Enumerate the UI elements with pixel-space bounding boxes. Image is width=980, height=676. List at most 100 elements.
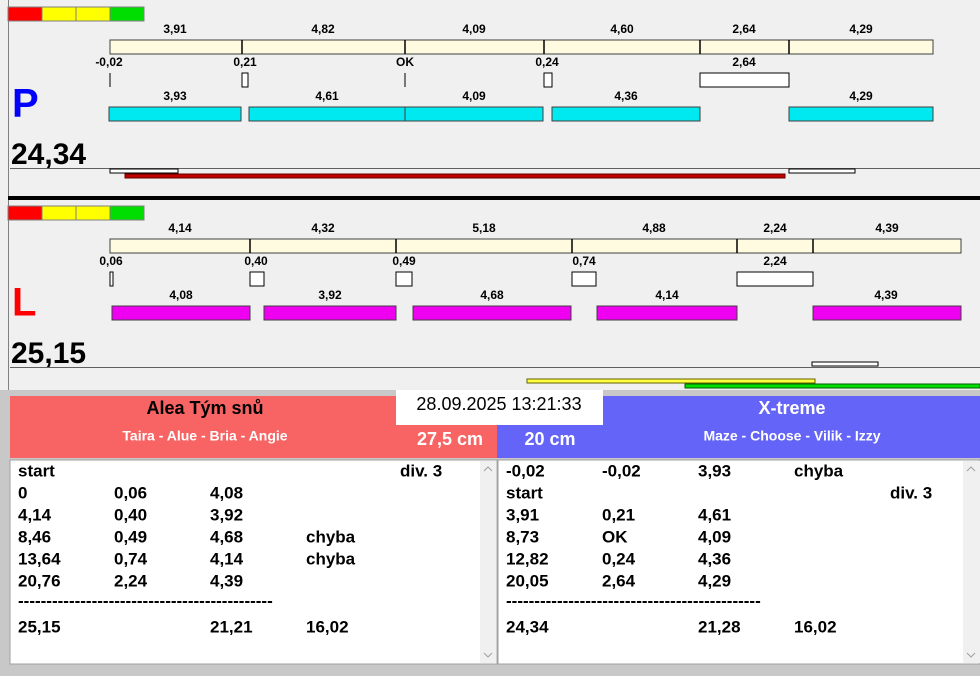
segment-label: 5,18 <box>472 221 496 235</box>
list-cell: -0,02 <box>506 461 545 480</box>
team-name: X-treme <box>758 398 825 418</box>
list-cell: OK <box>602 527 628 546</box>
scrollbar[interactable] <box>480 461 496 663</box>
list-cell: chyba <box>306 549 356 568</box>
segment-label: 2,24 <box>763 221 787 235</box>
fault-label: 0,49 <box>392 254 416 268</box>
team-name: Alea Tým snů <box>146 398 263 418</box>
segment-label: 4,09 <box>462 22 486 36</box>
list-cell: 0,21 <box>602 505 635 524</box>
team-members: Maze - Choose - Vilik - Izzy <box>703 428 880 444</box>
list-cell: 20,76 <box>18 571 61 590</box>
list-cell: 3,93 <box>698 461 731 480</box>
segment-label: 4,32 <box>311 221 335 235</box>
run-label: 4,36 <box>614 89 638 103</box>
run-label: 4,68 <box>480 288 504 302</box>
scrollbar[interactable] <box>963 461 980 663</box>
list-cell: div. 3 <box>400 461 442 480</box>
progress-line <box>684 383 980 389</box>
run-bar <box>596 305 738 321</box>
lanes-area <box>0 0 980 390</box>
run-bar <box>812 305 962 321</box>
fault-box <box>109 271 114 287</box>
timestamp: 28.09.2025 13:21:33 <box>416 394 581 414</box>
lane-total: 25,15 <box>11 337 86 370</box>
list-left <box>9 459 498 665</box>
run-bar <box>248 106 406 122</box>
list-cell: 0,40 <box>114 505 147 524</box>
progress-line <box>526 378 816 384</box>
fault-label: OK <box>396 55 414 69</box>
list-cell: 13,64 <box>18 549 61 568</box>
list-cell: 16,02 <box>794 617 837 636</box>
list-cell: 4,14 <box>18 505 52 524</box>
fault-box <box>249 271 265 287</box>
list-cell: 20,05 <box>506 571 549 590</box>
list-cell: 24,34 <box>506 617 549 636</box>
list-cell: 3,91 <box>506 505 539 524</box>
fault-box <box>571 271 597 287</box>
run-bar <box>111 305 251 321</box>
run-bar <box>404 106 544 122</box>
list-cell: chyba <box>794 461 844 480</box>
list-cell: 8,46 <box>18 527 51 546</box>
lane-letter: L <box>12 281 36 325</box>
list-cell: 4,29 <box>698 571 731 590</box>
timestamp-box <box>396 390 603 425</box>
list-cell: 3,92 <box>210 505 243 524</box>
fault-box <box>395 271 413 287</box>
team-members: Taira - Alue - Bria - Angie <box>122 428 287 444</box>
list-cell: 4,09 <box>698 527 731 546</box>
signal-light <box>41 205 77 221</box>
list-cell: 16,02 <box>306 617 349 636</box>
list-cell: div. 3 <box>890 483 932 502</box>
segment-track <box>109 238 962 254</box>
list-cell: 4,36 <box>698 549 731 568</box>
segment-label: 4,39 <box>875 221 899 235</box>
list-cell: 21,21 <box>210 617 253 636</box>
segment-label: 4,29 <box>849 22 873 36</box>
list-cell: 8,73 <box>506 527 539 546</box>
list-cell: start <box>18 461 55 480</box>
fault-box <box>241 72 249 88</box>
list-cell: 0,24 <box>602 549 636 568</box>
fault-label: -0,02 <box>95 55 123 69</box>
list-cell: 4,08 <box>210 483 243 502</box>
run-label: 4,39 <box>874 288 898 302</box>
run-label: 3,93 <box>163 89 187 103</box>
signal-light <box>7 205 43 221</box>
segment-label: 3,91 <box>163 22 187 36</box>
list-cell: 0,06 <box>114 483 147 502</box>
signal-light <box>41 6 77 22</box>
run-label: 3,92 <box>318 288 342 302</box>
lane-letter: P <box>12 82 39 126</box>
fault-box <box>736 271 814 287</box>
list-cell: chyba <box>306 527 356 546</box>
fault-label: 0,74 <box>572 254 596 268</box>
list-right <box>497 459 980 665</box>
progress-line <box>124 173 786 179</box>
run-bar <box>788 106 934 122</box>
marker-box <box>109 168 179 174</box>
fault-label: 2,64 <box>732 55 756 69</box>
dog-height: 20 cm <box>524 429 575 449</box>
list-cell: -0,02 <box>602 461 641 480</box>
segment-track <box>109 39 934 55</box>
lane-separator <box>8 196 980 200</box>
list-cell: 2,24 <box>114 571 148 590</box>
list-cell: 4,68 <box>210 527 243 546</box>
segment-label: 2,64 <box>732 22 756 36</box>
fault-label: 0,24 <box>535 55 559 69</box>
marker-box <box>811 361 879 367</box>
segment-label: 4,88 <box>642 221 666 235</box>
signal-light <box>75 205 111 221</box>
fault-label: 0,21 <box>233 55 257 69</box>
list-cell: 0 <box>18 483 27 502</box>
list-cell: ----------------------------------------… <box>18 591 273 610</box>
fault-label: 0,06 <box>99 254 123 268</box>
segment-label: 4,14 <box>168 221 192 235</box>
fault-label: 2,24 <box>763 254 787 268</box>
run-bar <box>263 305 397 321</box>
list-cell: 25,15 <box>18 617 61 636</box>
